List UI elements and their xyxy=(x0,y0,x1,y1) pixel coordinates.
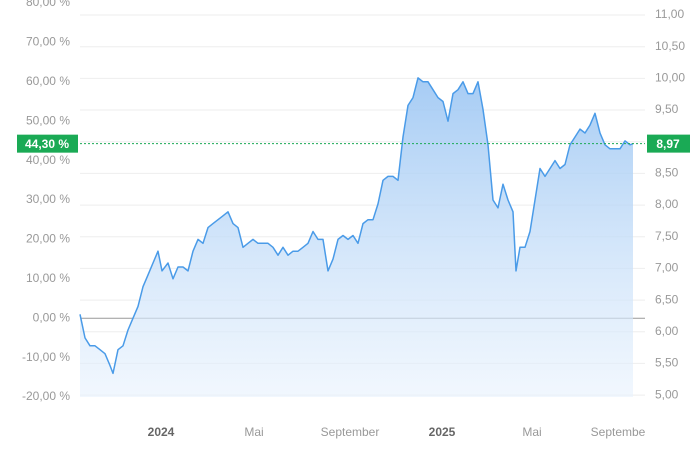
y2-tick-label: 6,00 xyxy=(655,324,679,338)
x-tick-label: 2025 xyxy=(429,425,456,439)
y2-tick-label: 10,50 xyxy=(655,39,685,53)
percent-badge xyxy=(17,134,78,153)
y-tick-label: 40,00 % xyxy=(26,153,70,167)
x-tick-label: Mai xyxy=(522,425,541,439)
y-tick-label: 60,00 % xyxy=(26,74,70,88)
x-tick-label: 2024 xyxy=(148,425,175,439)
x-tick-label: September xyxy=(321,425,380,439)
y2-tick-label: 6,50 xyxy=(655,292,679,306)
x-axis: 2024 Mai September 2025 Mai September xyxy=(148,425,650,439)
y2-tick-label: 5,50 xyxy=(655,356,679,370)
y2-tick-label: 11,00 xyxy=(655,7,684,21)
y2-tick-label: 7,50 xyxy=(655,229,679,243)
y-tick-label: 30,00 % xyxy=(26,192,70,206)
price-line xyxy=(79,77,634,375)
y-tick-label: 80,00 % xyxy=(26,0,70,9)
y2-tick-label: 7,00 xyxy=(655,261,679,275)
y2-tick-label: 8,50 xyxy=(655,166,679,180)
y2-tick-label: 9,50 xyxy=(655,102,679,116)
y-tick-label: -20,00 % xyxy=(22,389,70,403)
y-tick-label: -10,00 % xyxy=(22,350,70,364)
y-tick-label: 50,00 % xyxy=(26,113,70,127)
price-badge xyxy=(647,134,690,153)
y2-tick-label: 10,00 xyxy=(655,71,685,85)
price-badge-label: 8,97 xyxy=(656,137,680,151)
area xyxy=(80,77,633,398)
y-tick-label: 70,00 % xyxy=(26,35,70,49)
y-tick-label: 0,00 % xyxy=(33,310,71,324)
y2-tick-label: 5,00 xyxy=(655,387,679,401)
y-tick-label: 20,00 % xyxy=(26,232,70,246)
y2-tick-label: 8,00 xyxy=(655,197,679,211)
y-tick-label: 10,00 % xyxy=(26,271,70,285)
x-tick-label: Mai xyxy=(244,425,263,439)
percent-badge-label: 44,30 % xyxy=(25,137,69,151)
x-tick-label: September xyxy=(591,425,650,439)
